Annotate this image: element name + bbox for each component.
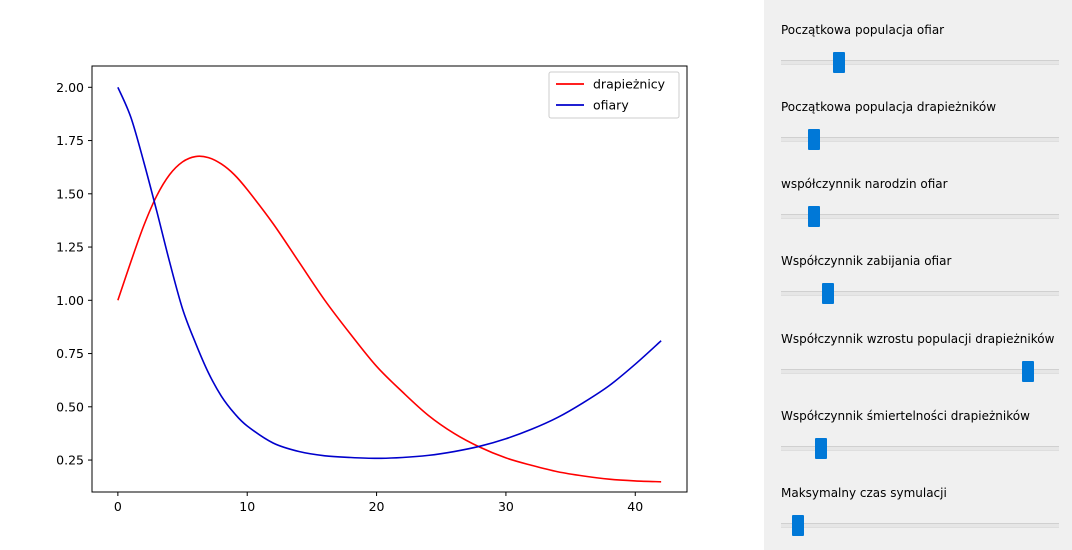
slider-label: Współczynnik wzrostu populacji drapieżni…: [781, 332, 1055, 346]
slider-label: Początkowa populacja ofiar: [781, 23, 945, 37]
slider-track[interactable]: [781, 523, 1059, 528]
y-tick-label: 1.25: [56, 240, 84, 255]
slider-control-max-sim-time: Maksymalny czas symulacji: [781, 486, 1059, 546]
slider-track[interactable]: [781, 291, 1059, 296]
predator-growth-rate-slider[interactable]: [781, 361, 1059, 382]
initial-prey-slider[interactable]: [781, 52, 1059, 73]
slider-handle[interactable]: [1022, 361, 1035, 382]
x-tick-label: 0: [114, 499, 122, 514]
x-tick-label: 30: [498, 499, 514, 514]
slider-control-prey-kill-rate: Współczynnik zabijania ofiar: [781, 254, 1059, 314]
slider-track[interactable]: [781, 137, 1059, 142]
slider-control-predator-growth-rate: Współczynnik wzrostu populacji drapieżni…: [781, 332, 1059, 392]
slider-track[interactable]: [781, 369, 1059, 374]
y-tick-label: 2.00: [56, 80, 84, 95]
slider-label: Początkowa populacja drapieżników: [781, 100, 997, 114]
legend-label-0: drapieżnicy: [593, 77, 666, 92]
plot-frame: [91, 65, 688, 493]
slider-handle[interactable]: [808, 206, 821, 227]
x-tick-label: 40: [627, 499, 643, 514]
slider-handle[interactable]: [822, 283, 835, 304]
plot-area: 0 10 20 30 40 0.25 0.50 0.75 1.00 1.25 1.50 1.75 2.0…: [56, 65, 688, 514]
slider-track[interactable]: [781, 60, 1059, 65]
slider-handle[interactable]: [815, 438, 828, 459]
slider-label: współczynnik narodzin ofiar: [781, 177, 948, 191]
y-tick-label: 1.75: [56, 133, 84, 148]
x-tick-label: 10: [239, 499, 255, 514]
y-tick-label: 0.50: [56, 399, 84, 414]
slider-track[interactable]: [781, 214, 1059, 219]
slider-control-initial-prey: Początkowa populacja ofiar: [781, 23, 1059, 83]
slider-handle[interactable]: [808, 129, 821, 150]
slider-label: Maksymalny czas symulacji: [781, 486, 947, 500]
initial-predators-slider[interactable]: [781, 129, 1059, 150]
legend-label-1: ofiary: [593, 98, 629, 113]
slider-handle[interactable]: [833, 52, 846, 73]
slider-control-predator-mortality: Współczynnik śmiertelności drapieżników: [781, 409, 1059, 469]
prey-birth-rate-slider[interactable]: [781, 206, 1059, 227]
prey-kill-rate-slider[interactable]: [781, 283, 1059, 304]
y-tick-label: 1.50: [56, 186, 84, 201]
line-chart: 0 10 20 30 40 0.25 0.50 0.75 1.00 1.25 1.50 1.75 2.0…: [56, 65, 688, 514]
max-simulation-time-slider[interactable]: [781, 515, 1059, 536]
y-tick-label: 0.75: [56, 346, 84, 361]
slider-control-initial-predators: Początkowa populacja drapieżników: [781, 100, 1059, 160]
y-tick-label: 1.00: [56, 293, 84, 308]
predator-mortality-slider[interactable]: [781, 438, 1059, 459]
slider-handle[interactable]: [791, 515, 804, 536]
slider-label: Współczynnik śmiertelności drapieżników: [781, 409, 1030, 423]
slider-label: Współczynnik zabijania ofiar: [781, 254, 952, 268]
series-line-0: [117, 155, 662, 483]
slider-track[interactable]: [781, 446, 1059, 451]
y-tick-label: 0.25: [56, 453, 84, 468]
x-tick-label: 20: [369, 499, 385, 514]
controls-panel: Początkowa populacja ofiar Początkowa po…: [764, 0, 1072, 550]
slider-control-prey-birth-rate: współczynnik narodzin ofiar: [781, 177, 1059, 237]
series-line-1: [117, 86, 662, 460]
